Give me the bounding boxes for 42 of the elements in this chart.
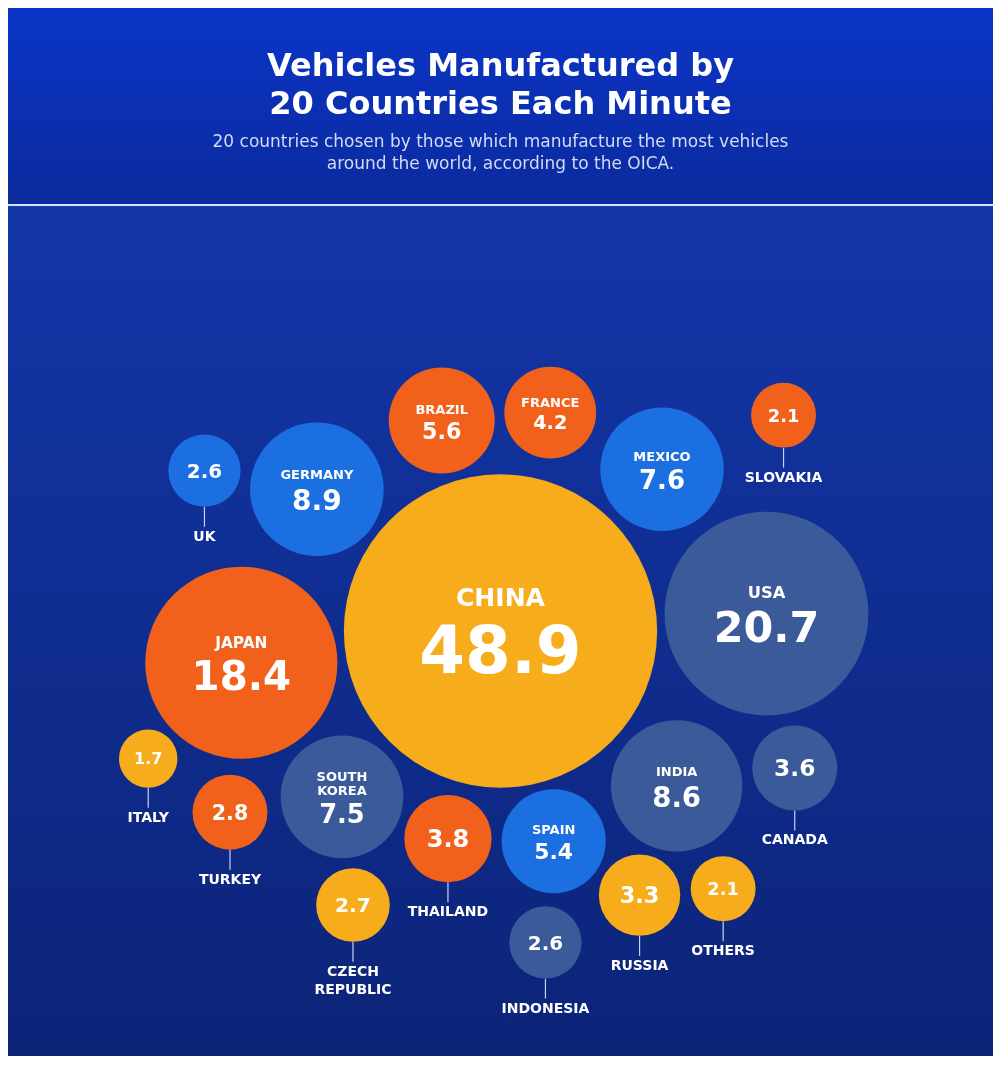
data-label: 8.9	[292, 484, 342, 518]
category-label: GERMANY	[280, 467, 354, 483]
data-label: 2.1	[707, 878, 739, 900]
category-label: USA	[747, 582, 786, 602]
category-label: TURKEY	[198, 870, 262, 887]
data-label: 8.6	[652, 780, 702, 814]
data-label: 4.2	[533, 411, 568, 435]
category-label: MEXICO	[633, 448, 691, 464]
data-label: 2.6	[527, 931, 564, 955]
category-label: SLOVAKIA	[744, 468, 823, 485]
category-label: CANADA	[761, 831, 828, 848]
data-label: 5.4	[534, 839, 574, 865]
data-label: 2.6	[186, 459, 223, 483]
data-label: 18.4	[191, 652, 292, 700]
data-label: 1.7	[133, 749, 163, 769]
data-label: 2.8	[211, 800, 249, 825]
category-label: UK	[193, 527, 217, 544]
data-label: 7.6	[639, 465, 685, 496]
data-label: 3.6	[774, 754, 816, 783]
category-label: BRAZIL	[415, 401, 468, 417]
data-label: 2.1	[767, 404, 800, 426]
category-label: CZECH REPUBLIC	[314, 962, 392, 997]
data-label: 7.5	[319, 799, 365, 830]
text: 20 countries chosen by those which manufacture the most vehicles around the world, according to the OICA.	[211, 130, 790, 174]
text: Vehicles Manufactured by 20 Countries Each Minute	[265, 46, 736, 122]
data-label: 5.6	[422, 417, 462, 444]
data-label: 20.7	[713, 602, 820, 653]
category-label: CHINA	[455, 583, 546, 613]
category-label: INDIA	[655, 764, 698, 780]
category-label: INDONESIA	[501, 999, 590, 1016]
data-label: 2.7	[335, 893, 371, 918]
category-label: RUSSIA	[610, 956, 669, 973]
category-label: OTHERS	[691, 942, 755, 959]
category-label: ITALY	[127, 808, 170, 825]
data-label: 48.9	[419, 611, 582, 689]
category-label: THAILAND	[407, 903, 489, 920]
category-label: FRANCE	[521, 395, 580, 411]
data-label: 3.3	[619, 882, 660, 909]
data-label: 3.8	[426, 825, 470, 854]
category-label: SPAIN	[531, 822, 576, 838]
category-label: JAPAN	[214, 633, 268, 652]
category-label: SOUTH KOREA	[316, 769, 368, 798]
